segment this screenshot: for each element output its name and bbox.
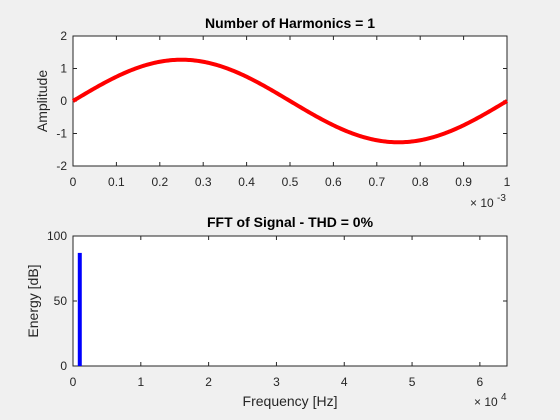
x-tick-label: 6 — [477, 375, 484, 389]
fft-axes: FFT of Signal - THD = 0% Energy [dB] Fre… — [25, 214, 508, 409]
fft-chart-title: FFT of Signal - THD = 0% — [207, 214, 374, 230]
fft-x-axis-label: Frequency [Hz] — [243, 393, 338, 409]
amplitude-series — [71, 57, 509, 145]
y-tick-label: 0 — [60, 94, 67, 108]
y-tick-label: -2 — [56, 159, 67, 173]
x-tick-label: 0.5 — [282, 175, 299, 189]
x-tick-label: 0.6 — [325, 175, 342, 189]
fft-x-multiplier: × 10 4 — [474, 392, 507, 409]
amplitude-x-multiplier-exponent: -3 — [497, 193, 506, 204]
x-tick-label: 0.8 — [412, 175, 429, 189]
fft-x-multiplier-exponent: 4 — [501, 392, 507, 403]
x-tick-label: 1 — [504, 175, 511, 189]
fft-plot-area — [72, 235, 508, 367]
y-tick-label: 2 — [60, 29, 67, 43]
fft-ticks: 0 1 2 3 4 5 6 0 50 100 — [47, 229, 507, 389]
amplitude-chart-title: Number of Harmonics = 1 — [205, 15, 375, 31]
x-tick-label: 0.9 — [455, 175, 472, 189]
x-tick-label: 0.1 — [108, 175, 125, 189]
amplitude-ticks: 0 0.1 0.2 0.3 0.4 0.5 0.6 0.7 0.8 0.9 1 -2 -1 0 1 2 — [56, 29, 510, 189]
x-tick-label: 0 — [70, 175, 77, 189]
x-tick-label: 3 — [273, 375, 280, 389]
x-tick-label: 0.2 — [151, 175, 168, 189]
y-tick-label: 1 — [60, 62, 67, 76]
x-tick-label: 0.3 — [195, 175, 212, 189]
amplitude-axes: Number of Harmonics = 1 Amplitude × 10 -… — [34, 15, 511, 210]
fft-series — [77, 252, 82, 366]
y-tick-label: 100 — [47, 229, 67, 243]
x-tick-label: 4 — [341, 375, 348, 389]
y-tick-label: -1 — [56, 127, 67, 141]
fft-y-axis-label: Energy [dB] — [25, 264, 41, 337]
fft-x-multiplier-base: × 10 — [474, 395, 498, 409]
fft-bar — [77, 252, 82, 366]
x-tick-label: 2 — [205, 375, 212, 389]
x-tick-label: 5 — [409, 375, 416, 389]
amplitude-y-axis-label: Amplitude — [34, 70, 50, 132]
x-tick-label: 0.4 — [238, 175, 255, 189]
amplitude-series-line — [71, 57, 509, 145]
amplitude-x-multiplier: × 10 -3 — [470, 193, 506, 210]
y-tick-label: 0 — [60, 359, 67, 373]
x-tick-label: 1 — [137, 375, 144, 389]
x-tick-label: 0.7 — [368, 175, 385, 189]
y-tick-label: 50 — [54, 294, 68, 308]
x-tick-label: 0 — [70, 375, 77, 389]
amplitude-x-multiplier-base: × 10 — [470, 196, 494, 210]
